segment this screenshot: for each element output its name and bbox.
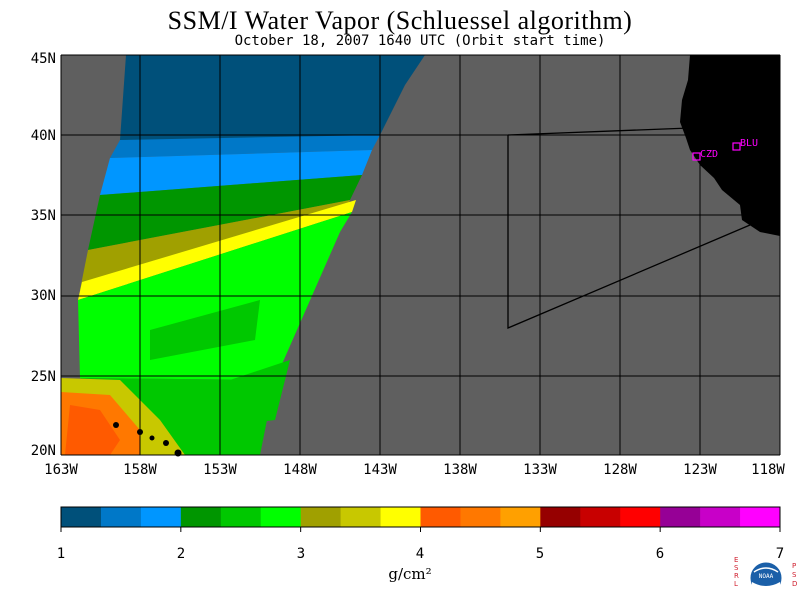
colorbar-swatch: [740, 507, 781, 527]
lat-label-40n: 40N: [30, 128, 56, 144]
swath-dark-blue: [120, 55, 425, 140]
colorbar-tick-6: 6: [655, 546, 665, 562]
colorbar-tick-1: 1: [56, 546, 66, 562]
colorbar-swatch: [260, 507, 302, 527]
station-blu-label: BLU: [740, 138, 758, 149]
lon-label-163w: 163W: [44, 462, 78, 478]
land-north-america: [680, 55, 780, 236]
swath-dark-green: [88, 175, 362, 250]
colorbar-tick-5: 5: [535, 546, 545, 562]
lon-label-143w: 143W: [363, 462, 397, 478]
colorbar-swatch: [180, 507, 222, 527]
colorbar-swatch: [61, 507, 102, 527]
map-title: SSM/I Water Vapor (Schluessel algorithm): [167, 6, 633, 35]
colorbar-swatch: [500, 507, 541, 527]
colorbar-swatch: [580, 507, 621, 527]
domain-boundary: [507, 127, 751, 329]
noaa-logo: NOAA ESRL PSD: [732, 556, 800, 600]
colorbar-units: g/cm²: [388, 565, 432, 583]
colorbar-tick-3: 3: [296, 546, 306, 562]
colorbar-swatch: [700, 507, 741, 527]
lat-label-35n: 35N: [30, 208, 56, 224]
colorbar-tick-4: 4: [415, 546, 425, 562]
map-grid: [60, 54, 781, 456]
colorbar-tick-7: 7: [775, 546, 785, 562]
colorbar-swatch: [420, 507, 461, 527]
lon-label-148w: 148W: [283, 462, 317, 478]
colorbar-swatch: [660, 507, 701, 527]
map-subtitle: October 18, 2007 1640 UTC (Orbit start t…: [234, 33, 606, 49]
swath-yellow: [78, 200, 356, 300]
colorbar-swatch: [620, 507, 661, 527]
lon-label-153w: 153W: [203, 462, 237, 478]
logo-psd-text: PSD: [792, 562, 798, 588]
station-markers: [692, 142, 741, 161]
lon-label-133w: 133W: [523, 462, 557, 478]
colorbar-swatch: [380, 507, 421, 527]
station-czd-marker: [692, 152, 701, 161]
colorbar-swatch: [140, 507, 182, 527]
colorbar-swatch: [300, 507, 342, 527]
logo-esrl-text: ESRL: [734, 556, 739, 588]
swath-mid-blue: [110, 135, 380, 158]
swath-sw-red: [65, 405, 120, 455]
lon-label-158w: 158W: [123, 462, 157, 478]
lon-label-128w: 128W: [603, 462, 637, 478]
lon-label-123w: 123W: [683, 462, 717, 478]
lat-label-30n: 30N: [30, 288, 56, 304]
station-blu-marker: [732, 142, 741, 151]
logo-center-text: NOAA: [759, 573, 774, 580]
colorbar-swatch: [540, 507, 581, 527]
colorbar-tick-2: 2: [176, 546, 186, 562]
colorbar-swatch: [460, 507, 501, 527]
swath-green-patch-1: [150, 300, 260, 360]
station-czd-label: CZD: [700, 149, 718, 160]
colorbar-swatch: [220, 507, 262, 527]
lat-label-20n: 20N: [30, 443, 56, 459]
colorbar: [60, 506, 781, 532]
swath-bright-blue: [100, 150, 372, 195]
colorbar-swatch: [340, 507, 382, 527]
lat-label-25n: 25N: [30, 369, 56, 385]
colorbar-swatch: [100, 507, 142, 527]
lon-label-138w: 138W: [443, 462, 477, 478]
lat-label-45n: 45N: [30, 51, 56, 67]
lon-label-118w: 118W: [751, 462, 785, 478]
